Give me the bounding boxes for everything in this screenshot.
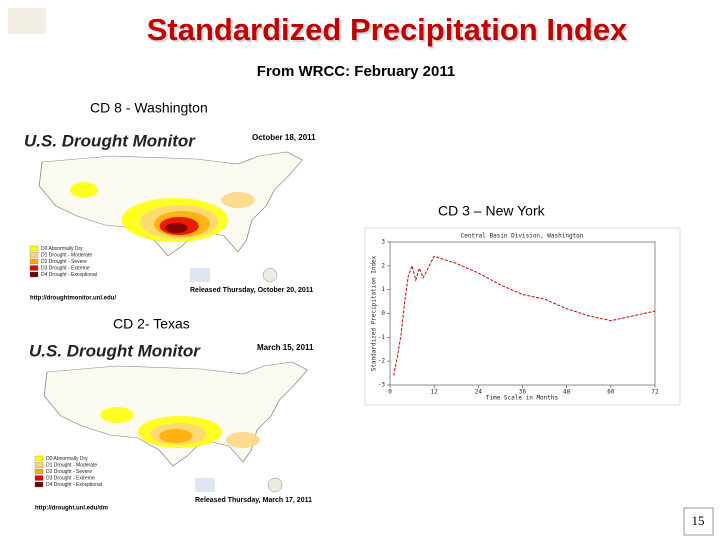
- y-axis-label: Standardized Precipitation Index: [371, 255, 378, 371]
- logo: [195, 478, 215, 492]
- x-tick-label: 48: [563, 389, 571, 396]
- label: CD 3 – New York: [438, 203, 546, 219]
- page-number: 15: [692, 513, 705, 528]
- map-title: U.S. Drought Monitor: [29, 341, 201, 360]
- legend-entry: D1 Drought - Moderate: [46, 462, 97, 468]
- x-tick-label: 0: [388, 389, 392, 396]
- slide-title: Standardized Precipitation Index: [147, 12, 628, 47]
- y-tick-label: -1: [378, 334, 386, 341]
- label: CD 8 - Washington: [90, 100, 208, 116]
- map-url: http://droughtmonitor.unl.edu/: [30, 296, 116, 302]
- y-tick-label: 1: [381, 286, 385, 293]
- legend-swatch: [34, 475, 44, 481]
- drought-area: [226, 432, 260, 448]
- legend-entry: D2 Drought - Severe: [46, 469, 92, 475]
- x-axis-label: Time Scale in Months: [486, 395, 559, 402]
- map-date: March 15, 2011: [257, 343, 314, 352]
- us-map: [38, 151, 303, 257]
- legend-entry: D4 Drought - Exceptional: [46, 482, 102, 488]
- legend-entry: D4 Drought - Exceptional: [41, 272, 97, 278]
- chart-title: Central Basin Division, Washington: [461, 233, 584, 240]
- legend-swatch: [29, 265, 39, 271]
- drought-area: [159, 429, 193, 443]
- logo: [267, 477, 283, 493]
- x-tick-label: 36: [519, 389, 527, 396]
- title-shadow: Standardized Precipitation Index: [149, 14, 630, 49]
- drought-map: U.S. Drought Monitor October 18, 2011 D0 A…: [24, 131, 316, 301]
- y-tick-label: 3: [381, 239, 385, 246]
- legend-entry: D0 Abnormally Dry: [46, 456, 88, 462]
- logo: [8, 8, 46, 34]
- y-tick-label: -3: [378, 382, 386, 389]
- legend-swatch: [29, 252, 39, 258]
- x-tick-label: 24: [475, 389, 483, 396]
- legend-entry: D1 Drought - Moderate: [41, 252, 92, 258]
- legend-swatch: [29, 245, 39, 252]
- map-released: Released Thursday, March 17, 2011: [195, 497, 312, 504]
- logo: [262, 267, 278, 283]
- x-tick-label: 60: [607, 389, 615, 396]
- subtitle: From WRCC: February 2011: [257, 63, 455, 80]
- drought-area: [70, 182, 98, 198]
- legend-swatch: [34, 481, 44, 488]
- map-released: Released Thursday, October 20, 2011: [190, 287, 313, 294]
- y-tick-label: -2: [378, 358, 386, 365]
- legend-entry: D3 Drought - Extreme: [41, 265, 90, 271]
- legend-swatch: [34, 455, 44, 462]
- map-url: http://drought.unl.edu/dm: [35, 506, 108, 512]
- legend-entry: D0 Abnormally Dry: [41, 246, 83, 252]
- legend-swatch: [29, 271, 39, 278]
- spi-chart: Central Basin Division, Washington Standa…: [371, 233, 659, 402]
- map-date: October 18, 2011: [252, 133, 316, 142]
- map-title: U.S. Drought Monitor: [24, 131, 196, 150]
- drought-area: [165, 223, 188, 233]
- legend-entry: D3 Drought - Extreme: [46, 475, 95, 481]
- drought-area: [221, 192, 255, 208]
- legend-swatch: [34, 468, 44, 475]
- logo: [190, 268, 210, 282]
- legend-swatch: [34, 462, 44, 468]
- label: CD 2- Texas: [113, 316, 190, 332]
- x-tick-label: 12: [431, 389, 439, 396]
- drought-map: U.S. Drought Monitor March 15, 2011 D0 Abn…: [29, 341, 314, 511]
- drought-area: [100, 407, 134, 423]
- legend-entry: D2 Drought - Severe: [41, 259, 87, 265]
- page-number-box: [683, 507, 714, 536]
- us-map: [43, 361, 308, 467]
- x-tick-label: 72: [651, 389, 659, 396]
- y-tick-label: 2: [381, 262, 385, 269]
- legend-swatch: [29, 258, 39, 265]
- spi-chart-frame: [364, 227, 681, 406]
- y-tick-label: 0: [381, 310, 385, 317]
- spi-line: [393, 255, 656, 376]
